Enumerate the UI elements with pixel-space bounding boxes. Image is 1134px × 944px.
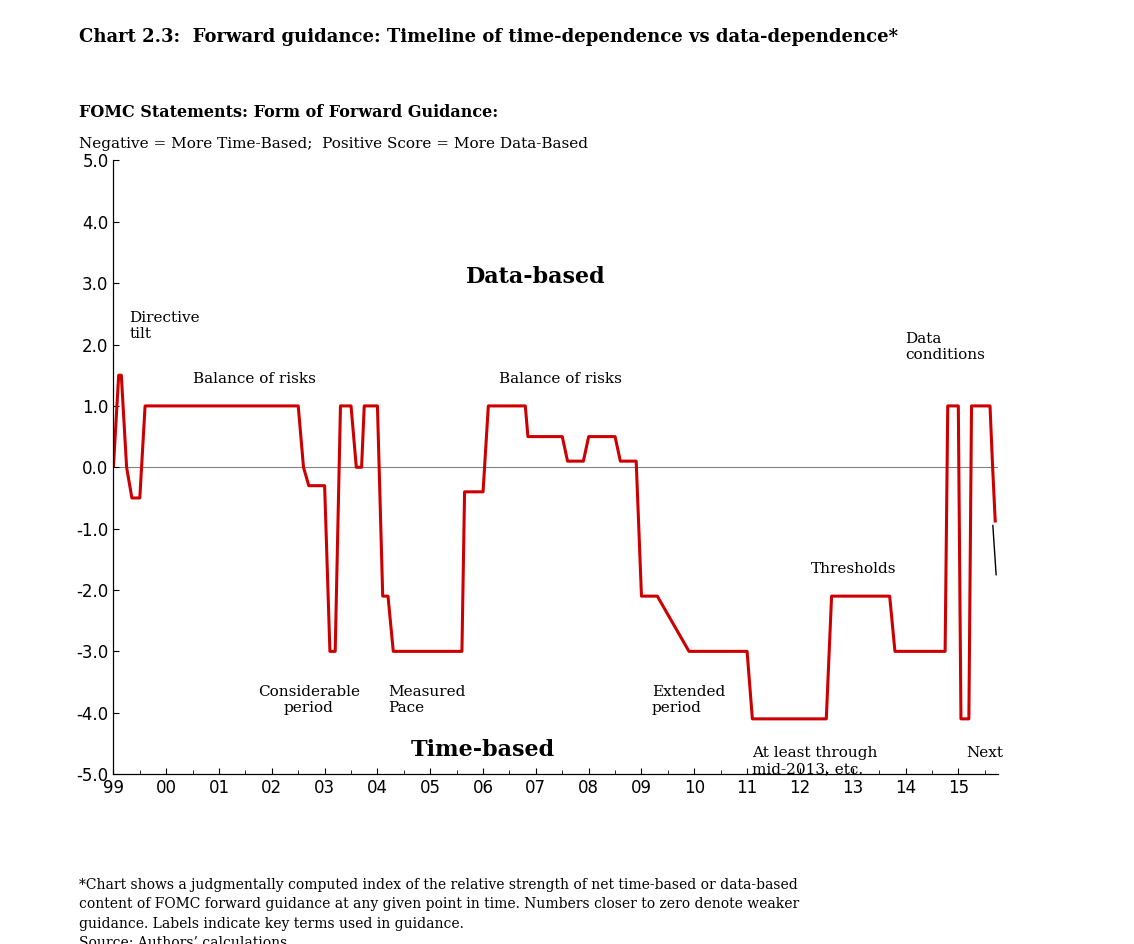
Text: Data
conditions: Data conditions <box>906 332 985 362</box>
Text: *Chart shows a judgmentally computed index of the relative strength of net time-: *Chart shows a judgmentally computed ind… <box>79 878 799 944</box>
Text: Extended
period: Extended period <box>652 685 726 716</box>
Text: Considerable
period: Considerable period <box>257 685 359 716</box>
Text: Thresholds: Thresholds <box>811 563 896 577</box>
Text: Balance of risks: Balance of risks <box>499 372 621 386</box>
Text: Balance of risks: Balance of risks <box>193 372 315 386</box>
Text: Measured
Pace: Measured Pace <box>388 685 465 716</box>
Text: At least through
mid-2013, etc.: At least through mid-2013, etc. <box>752 747 878 777</box>
Text: FOMC Statements: Form of Forward Guidance:: FOMC Statements: Form of Forward Guidanc… <box>79 104 499 121</box>
Text: Negative = More Time-Based;  Positive Score = More Data-Based: Negative = More Time-Based; Positive Sco… <box>79 137 589 151</box>
Text: Data-based: Data-based <box>466 266 606 288</box>
Text: Next: Next <box>966 747 1004 761</box>
Text: Chart 2.3:  Forward guidance: Timeline of time-dependence vs data-dependence*: Chart 2.3: Forward guidance: Timeline of… <box>79 28 898 46</box>
Text: Directive
tilt: Directive tilt <box>129 311 200 341</box>
Text: Time-based: Time-based <box>411 738 556 761</box>
